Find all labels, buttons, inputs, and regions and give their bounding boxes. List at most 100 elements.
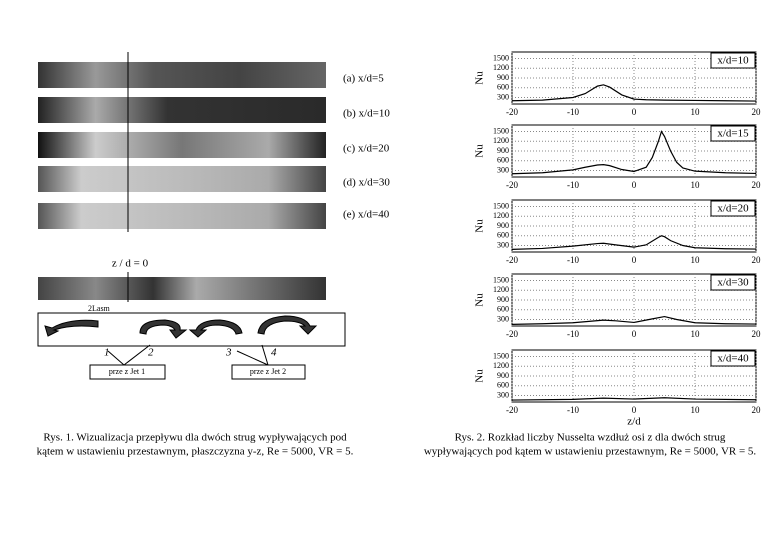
y-tick-label: 1200 [493, 361, 509, 370]
x-tick-label: -10 [567, 329, 579, 339]
x-tick-label: 10 [691, 255, 701, 265]
annotation: x/d=30 [717, 277, 749, 289]
x-tick-label: 20 [752, 255, 762, 265]
annotation: x/d=20 [717, 203, 749, 215]
annotation: x/d=15 [717, 128, 749, 140]
x-tick-label: -20 [506, 255, 518, 265]
x-tick-label: 10 [691, 180, 701, 190]
x-tick-label: -20 [506, 180, 518, 190]
x-tick-label: 0 [632, 255, 637, 265]
caption: kątem w ustawieniu przestawnym, płaszczy… [37, 446, 354, 458]
image-label: (c) x/d=20 [343, 143, 390, 155]
x-tick-label: 20 [752, 405, 762, 415]
vortex-number: 4 [271, 347, 277, 359]
annotation-box [710, 274, 756, 291]
image-label: (b) x/d=10 [343, 108, 390, 120]
flow-images [38, 52, 326, 302]
y-tick-label: 600 [497, 156, 509, 165]
x-tick-label: -20 [506, 107, 518, 117]
caption: wypływających pod kątem w ustawieniu prz… [424, 446, 757, 458]
y-tick-label: 1500 [493, 201, 509, 210]
jet-box [231, 364, 306, 380]
flow-image [38, 62, 326, 88]
data-line [511, 84, 757, 102]
x-tick-label: -10 [567, 180, 579, 190]
y-axis-label: Nu [474, 144, 486, 158]
jet-label: prze z Jet 2 [250, 367, 286, 376]
y-tick-label: 600 [497, 231, 509, 240]
y-axis-label: Nu [474, 293, 486, 307]
y-tick-label: 600 [497, 83, 509, 92]
x-tick-label: -20 [506, 405, 518, 415]
x-tick-label: 0 [632, 329, 637, 339]
x-tick-label: 20 [752, 107, 762, 117]
image-label: (d) x/d=30 [343, 177, 390, 189]
annotation: x/d=10 [717, 55, 749, 67]
y-tick-label: 300 [497, 240, 509, 249]
arrow [188, 319, 243, 338]
flow-image [38, 97, 326, 123]
annotation: x/d=40 [717, 353, 749, 365]
data-line [511, 397, 757, 401]
y-tick-label: 300 [497, 92, 509, 101]
flow-image [38, 132, 326, 158]
y-tick-label: 1200 [493, 211, 509, 220]
x-tick-label: 0 [632, 180, 637, 190]
x-tick-label: -10 [567, 405, 579, 415]
data-line [511, 315, 757, 325]
caption: Rys. 1. Wizualizacja przepływu dla dwóch… [43, 432, 347, 444]
caption: Rys. 2. Rozkład liczby Nusselta wzdłuż o… [455, 432, 726, 444]
x-tick-label: 10 [691, 107, 701, 117]
data-line [511, 130, 757, 175]
x-tick-label: 0 [632, 405, 637, 415]
vortex-number: 1 [104, 347, 110, 359]
x-tick-label: 20 [752, 180, 762, 190]
z-label: z / d = 0 [112, 258, 149, 270]
x-tick-label: -20 [506, 329, 518, 339]
arrow [257, 315, 318, 335]
y-tick-label: 1500 [493, 351, 509, 360]
small-label: 2Lasm [88, 304, 111, 313]
y-tick-label: 300 [497, 165, 509, 174]
y-tick-label: 600 [497, 305, 509, 314]
vortex-number: 2 [148, 347, 154, 359]
data-line [511, 235, 757, 250]
annotation-box [710, 52, 756, 69]
y-tick-label: 900 [497, 295, 509, 304]
arrow [44, 319, 99, 337]
image-label: (a) x/d=5 [343, 73, 384, 85]
annotation-box [710, 200, 756, 217]
y-tick-label: 900 [497, 146, 509, 155]
annotation-box [710, 350, 756, 367]
jet-label: prze z Jet 1 [109, 367, 145, 376]
x-tick-label: 10 [691, 405, 701, 415]
vortex-arrows [44, 315, 318, 339]
jet-box [89, 364, 166, 380]
flow-image [38, 203, 326, 229]
y-tick-label: 1500 [493, 275, 509, 284]
x-tick-label: -10 [567, 255, 579, 265]
vortex-box [37, 312, 346, 347]
x-axis-label: z/d [627, 416, 641, 428]
y-tick-label: 300 [497, 314, 509, 323]
y-tick-label: 900 [497, 371, 509, 380]
y-axis-label: Nu [474, 369, 486, 383]
y-tick-label: 900 [497, 221, 509, 230]
x-tick-label: -10 [567, 107, 579, 117]
x-tick-label: 10 [691, 329, 701, 339]
y-tick-label: 1200 [493, 63, 509, 72]
x-tick-label: 0 [632, 107, 637, 117]
y-tick-label: 300 [497, 390, 509, 399]
x-tick-label: 20 [752, 329, 762, 339]
arrow [139, 319, 188, 339]
y-axis-label: Nu [474, 219, 486, 233]
y-tick-label: 1500 [493, 53, 509, 62]
flow-image [38, 277, 326, 300]
y-tick-label: 600 [497, 381, 509, 390]
image-label: (e) x/d=40 [343, 209, 390, 221]
flow-image [38, 166, 326, 192]
y-tick-label: 900 [497, 73, 509, 82]
y-tick-label: 1200 [493, 136, 509, 145]
y-axis-label: Nu [474, 71, 486, 85]
